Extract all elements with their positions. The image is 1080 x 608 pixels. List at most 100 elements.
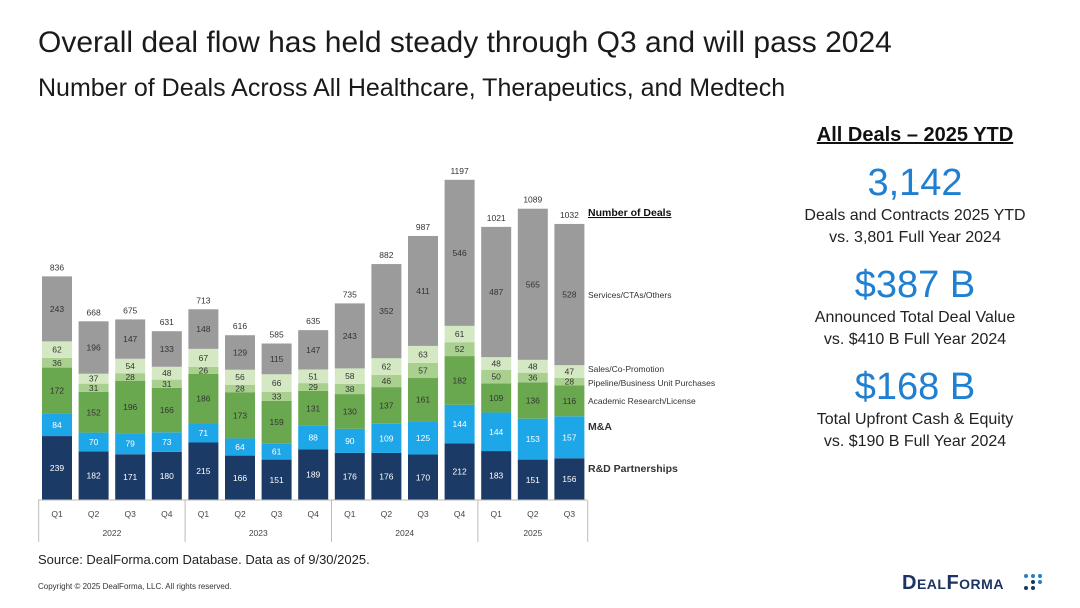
segment-label: 36 xyxy=(528,372,538,382)
bar-segment xyxy=(481,412,512,452)
stat-deals-comparison: vs. 3,801 Full Year 2024 xyxy=(829,229,1001,246)
bar-segment xyxy=(298,330,329,370)
slide-subtitle: Number of Deals Across All Healthcare, T… xyxy=(38,74,786,102)
segment-label: 411 xyxy=(416,286,430,296)
segment-label: 28 xyxy=(235,383,245,393)
bar-segment xyxy=(188,423,219,443)
segment-label: 172 xyxy=(50,386,64,396)
total-label: 735 xyxy=(343,289,357,299)
bar-segment xyxy=(408,235,438,346)
bar-segment xyxy=(298,390,329,426)
bar-segment xyxy=(444,356,475,405)
segment-label: 176 xyxy=(379,471,393,481)
year-label: 2023 xyxy=(249,528,268,538)
segment-label: 215 xyxy=(196,466,210,476)
bar-segment xyxy=(481,226,512,358)
total-label: 585 xyxy=(270,330,284,340)
segment-label: 26 xyxy=(199,365,209,375)
bar-segment xyxy=(334,383,365,395)
total-label: 675 xyxy=(123,305,137,315)
total-label: 713 xyxy=(196,295,210,305)
logo-text: DealForma xyxy=(902,572,1004,594)
bar-segment xyxy=(408,362,438,379)
bar-segment xyxy=(334,428,365,453)
year-label: 2022 xyxy=(102,528,121,538)
segment-label: 129 xyxy=(233,347,247,357)
panel-heading: All Deals – 2025 YTD xyxy=(816,124,1014,146)
bar-segment xyxy=(261,400,292,444)
segment-label: 50 xyxy=(491,372,501,382)
x-tick-label: Q4 xyxy=(161,509,173,519)
bar-segment xyxy=(42,367,72,414)
bar-segment xyxy=(115,380,146,434)
segment-label: 133 xyxy=(160,344,174,354)
segment-label: 61 xyxy=(455,329,465,339)
bar-segment xyxy=(115,319,146,359)
segment-label: 159 xyxy=(270,417,284,427)
segment-label: 546 xyxy=(453,248,467,258)
segment-label: 161 xyxy=(416,395,430,405)
segment-label: 180 xyxy=(160,471,174,481)
segment-label: 151 xyxy=(270,475,284,485)
bar-segment xyxy=(261,391,292,401)
bar-segment xyxy=(42,276,72,342)
bar-segment xyxy=(78,321,109,374)
bar-segment xyxy=(554,416,585,459)
bar-segment xyxy=(444,443,475,500)
segment-label: 487 xyxy=(489,287,503,297)
segment-label: 166 xyxy=(160,405,174,415)
bar-segment xyxy=(371,387,402,424)
segment-label: 48 xyxy=(491,359,501,369)
segment-label: 565 xyxy=(526,279,540,289)
segment-label: 152 xyxy=(87,407,101,417)
segment-label: 148 xyxy=(196,324,210,334)
segment-label: 29 xyxy=(308,382,318,392)
segment-label: 116 xyxy=(563,396,577,406)
total-label: 1032 xyxy=(560,210,579,220)
stat-total-value-comparison: vs. $410 B Full Year 2024 xyxy=(823,331,1007,348)
segment-label: 196 xyxy=(123,402,137,412)
segment-label: 31 xyxy=(89,383,99,393)
bar-segment xyxy=(298,369,329,384)
segment-label: 79 xyxy=(125,439,135,449)
bar-segment xyxy=(554,377,585,386)
bar-segment xyxy=(151,387,182,433)
legend-entry: Sales/Co-Promotion xyxy=(588,364,664,374)
segment-label: 137 xyxy=(379,400,393,410)
bar-segment xyxy=(481,369,512,384)
segment-label: 157 xyxy=(562,432,576,442)
stat-upfront-label: Total Upfront Cash & Equity xyxy=(816,411,1014,428)
segment-label: 84 xyxy=(52,420,62,430)
x-tick-label: Q1 xyxy=(344,509,356,519)
bar-segment xyxy=(334,394,365,429)
bar-segment xyxy=(408,345,438,363)
bar-segment xyxy=(298,383,329,391)
segment-label: 28 xyxy=(125,372,135,382)
bar-segment xyxy=(115,454,146,500)
bar-segment xyxy=(334,368,365,384)
total-label: 882 xyxy=(379,250,393,260)
x-tick-label: Q4 xyxy=(308,509,320,519)
logo-dots-icon xyxy=(1024,574,1042,590)
x-tick-label: Q1 xyxy=(51,509,63,519)
bar-segment xyxy=(371,264,402,359)
segment-label: 48 xyxy=(162,368,172,378)
legend-entry: Services/CTAs/Others xyxy=(588,290,671,300)
bar-segment xyxy=(42,341,72,358)
segment-label: 109 xyxy=(489,393,503,403)
bar-segment xyxy=(115,373,146,381)
bar-segment xyxy=(115,358,146,374)
bar-segment xyxy=(151,432,182,452)
bar-segment xyxy=(42,436,72,500)
segment-label: 36 xyxy=(52,358,62,368)
total-label: 987 xyxy=(416,222,430,232)
legend-entry: R&D Partnerships xyxy=(588,463,678,475)
segment-label: 28 xyxy=(565,376,575,386)
segment-label: 352 xyxy=(379,306,393,316)
segment-label: 173 xyxy=(233,410,247,420)
segment-label: 38 xyxy=(345,384,355,394)
total-label: 631 xyxy=(160,317,174,327)
bar-segment xyxy=(188,309,219,349)
segment-label: 37 xyxy=(89,374,99,384)
segment-label: 52 xyxy=(455,344,465,354)
